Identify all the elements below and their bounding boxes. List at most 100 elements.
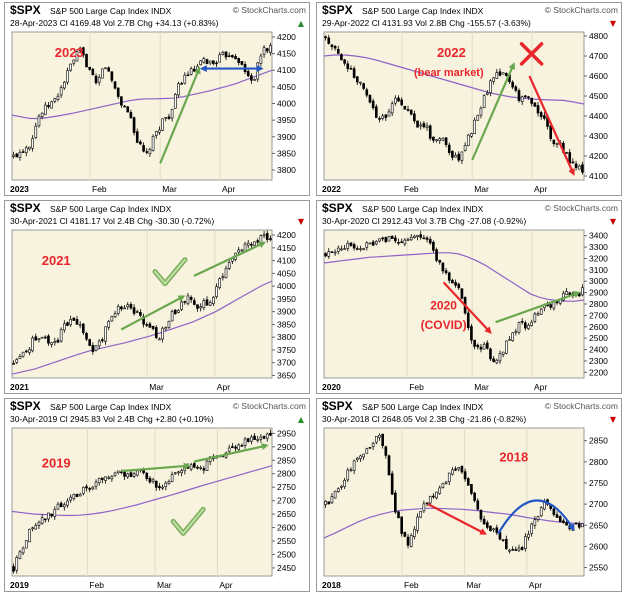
candle-body bbox=[454, 155, 457, 158]
y-tick-label: 4800 bbox=[589, 31, 608, 41]
candle-body bbox=[256, 439, 260, 441]
candle-body bbox=[447, 472, 451, 483]
y-tick-label: 4200 bbox=[277, 230, 296, 240]
y-tick-label: 2600 bbox=[589, 322, 608, 332]
volume-value: Vol 2.7B bbox=[103, 18, 137, 28]
candle-body bbox=[269, 432, 272, 436]
candle-body bbox=[21, 547, 25, 554]
candle-body bbox=[419, 511, 423, 518]
candle-body bbox=[113, 81, 117, 89]
candle-body bbox=[343, 248, 346, 250]
candle-body bbox=[438, 487, 442, 494]
candle-body bbox=[88, 66, 91, 70]
candle-body bbox=[123, 307, 126, 310]
candle-body bbox=[82, 487, 85, 494]
candle-body bbox=[75, 319, 79, 325]
candle-body bbox=[419, 124, 423, 127]
x-mark-icon bbox=[519, 42, 544, 66]
candle-body bbox=[24, 540, 28, 549]
candle-body bbox=[158, 485, 161, 489]
candle-body bbox=[82, 323, 85, 333]
candle-body bbox=[91, 345, 95, 352]
candle-body bbox=[390, 235, 394, 239]
candle-body bbox=[69, 63, 72, 71]
candle-body bbox=[517, 547, 521, 551]
candle-body bbox=[161, 118, 164, 131]
green-trend-arrow bbox=[121, 462, 191, 473]
green-trend-arrow bbox=[471, 62, 516, 161]
candle-body bbox=[581, 523, 584, 528]
blue-trend-arrow bbox=[497, 499, 575, 535]
candle-body bbox=[400, 99, 403, 106]
candle-body bbox=[72, 494, 76, 499]
candle-body bbox=[148, 149, 152, 155]
year-annotation: (COVID) bbox=[421, 318, 467, 332]
candle-body bbox=[69, 319, 72, 326]
candle-body bbox=[365, 242, 369, 248]
candle-body bbox=[425, 125, 429, 129]
candle-body bbox=[78, 47, 82, 51]
candle-body bbox=[259, 55, 263, 64]
candle-body bbox=[47, 335, 50, 344]
y-tick-label: 2300 bbox=[589, 356, 608, 366]
candle-body bbox=[94, 345, 98, 351]
candle-body bbox=[237, 249, 241, 253]
candle-body bbox=[167, 481, 171, 484]
candle-body bbox=[495, 527, 499, 533]
candle-body bbox=[362, 453, 365, 458]
candle-body bbox=[565, 291, 568, 295]
candle-body bbox=[75, 493, 79, 498]
change-arrow-icon: ▼ bbox=[610, 19, 617, 28]
chart-symbol: $SPX bbox=[10, 399, 41, 413]
y-tick-label: 2450 bbox=[277, 563, 296, 573]
candle-body bbox=[250, 75, 253, 81]
year-annotation: 2020 bbox=[430, 299, 457, 313]
candle-body bbox=[97, 77, 101, 83]
candle-body bbox=[183, 301, 187, 303]
change-value: Chg +2.80 (+0.10%) bbox=[137, 414, 214, 424]
candle-body bbox=[406, 109, 410, 111]
candle-body bbox=[34, 125, 38, 138]
candle-body bbox=[250, 436, 253, 442]
candle-body bbox=[148, 477, 152, 483]
candle-body bbox=[511, 81, 514, 88]
candle-body bbox=[154, 131, 158, 136]
candle-body bbox=[533, 102, 537, 107]
candle-body bbox=[21, 151, 25, 153]
candle-body bbox=[139, 312, 142, 316]
candle-body bbox=[269, 45, 272, 53]
y-tick-label: 4700 bbox=[589, 51, 608, 61]
chart-date: 30-Apr-2018 bbox=[322, 414, 372, 424]
candle-body bbox=[132, 473, 136, 477]
x-tick-label: Mar bbox=[474, 382, 489, 392]
candle-body bbox=[126, 473, 130, 478]
chart-stats: 28-Apr-2023 Cl 4169.48 Vol 2.7B Chg +34.… bbox=[10, 18, 219, 28]
candle-body bbox=[240, 249, 244, 252]
volume-value: Vol 2.8B bbox=[415, 18, 449, 28]
chart-panel: $SPX S&P 500 Large Cap Index INDX © StockC… bbox=[316, 200, 625, 395]
candle-body bbox=[460, 465, 464, 473]
candle-body bbox=[180, 470, 183, 474]
candle-body bbox=[193, 300, 196, 305]
candle-body bbox=[413, 528, 416, 538]
candle-body bbox=[428, 238, 432, 244]
candle-body bbox=[231, 55, 234, 58]
candle-body bbox=[432, 241, 435, 251]
candle-body bbox=[520, 547, 524, 550]
candle-body bbox=[485, 522, 489, 528]
candle-body bbox=[53, 509, 57, 517]
candle-body bbox=[110, 475, 114, 480]
volume-value: Vol 2.3B bbox=[415, 414, 449, 424]
candle-body bbox=[43, 336, 47, 339]
candle-body bbox=[571, 161, 575, 164]
candle-body bbox=[479, 346, 483, 350]
candle-body bbox=[489, 80, 492, 94]
candle-body bbox=[189, 297, 193, 300]
red-trend-arrow bbox=[442, 281, 492, 334]
y-tick-label: 2700 bbox=[277, 496, 296, 506]
candle-body bbox=[43, 518, 47, 521]
candle-body bbox=[173, 472, 177, 475]
candle-body bbox=[63, 81, 66, 89]
candle-body bbox=[256, 240, 260, 243]
candle-body bbox=[381, 237, 384, 240]
